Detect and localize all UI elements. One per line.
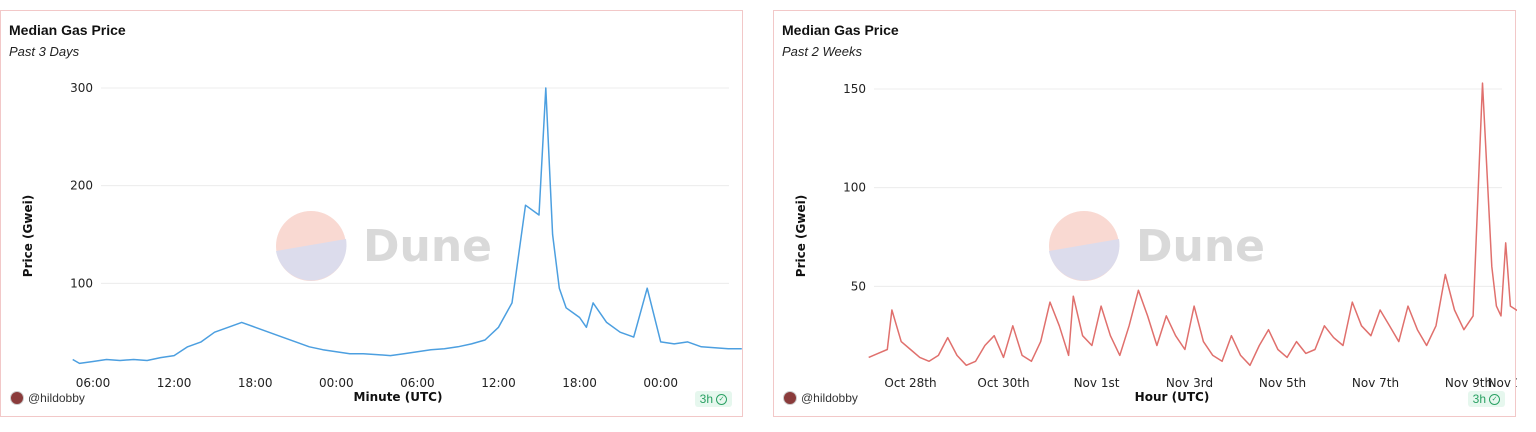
y-tick-label: 200 [70,179,93,193]
chart-subtitle: Past 3 Days [9,44,80,59]
author-credit[interactable]: @hildobby [783,391,858,405]
y-tick-label: 300 [70,81,93,95]
x-axis-label: Hour (UTC) [1135,390,1210,404]
refresh-interval: 3h [699,392,713,406]
x-tick-label: Nov 3rd [1166,376,1213,390]
series-line [72,87,742,365]
x-tick-label: 06:00 [76,376,111,390]
y-tick-label: 100 [843,181,866,195]
watermark-text: Dune [1136,221,1265,272]
watermark-text: Dune [363,221,492,272]
x-tick-label: Nov 10th [1488,376,1517,390]
x-tick-label: 06:00 [400,376,435,390]
x-tick-label: 18:00 [562,376,597,390]
avatar [783,391,797,405]
x-tick-label: 00:00 [643,376,678,390]
y-axis-label: Price (Gwei) [21,195,35,277]
check-circle-icon: ✓ [716,393,727,405]
chart-panel-3-days: Median Gas Price Past 3 Days Dune 100 200 3… [0,10,743,417]
x-tick-label: Nov 5th [1259,376,1306,390]
y-axis-label: Price (Gwei) [794,195,808,277]
avatar [10,391,24,405]
line-chart-2-weeks: Dune 50 100 150 Oct 28th Oct 30th Nov 1st Nov 3… [794,82,1517,404]
y-tick-label: 100 [70,276,93,290]
refresh-badge[interactable]: 3h ✓ [1467,391,1505,407]
x-tick-label: 18:00 [238,376,273,390]
chart-subtitle: Past 2 Weeks [782,44,862,59]
x-tick-label: 12:00 [481,376,516,390]
x-tick-label: Nov 1st [1074,376,1120,390]
x-axis-label: Minute (UTC) [354,390,443,404]
author-name: @hildobby [28,391,85,405]
series-line [868,82,1517,367]
check-circle-icon: ✓ [1489,393,1500,405]
x-tick-label: Oct 28th [884,376,936,390]
x-tick-label: Oct 30th [977,376,1029,390]
refresh-interval: 3h [1472,392,1486,406]
x-tick-label: 00:00 [319,376,354,390]
y-tick-label: 150 [843,82,866,96]
chart-panel-2-weeks: Median Gas Price Past 2 Weeks Dune 50 100 1… [773,10,1517,417]
line-chart-3-days: Dune 100 200 300 06:00 12:00 18:00 00:00 06:00 12… [21,81,742,404]
x-tick-label: Nov 7th [1352,376,1399,390]
x-tick-label: Nov 9th [1445,376,1492,390]
refresh-badge[interactable]: 3h ✓ [694,391,732,407]
y-tick-label: 50 [851,279,866,293]
dune-watermark: Dune [276,211,492,281]
chart-title: Median Gas Price [782,22,899,38]
dune-watermark: Dune [1049,211,1265,281]
chart-title: Median Gas Price [9,22,126,38]
author-credit[interactable]: @hildobby [10,391,85,405]
author-name: @hildobby [801,391,858,405]
x-tick-label: 12:00 [157,376,192,390]
